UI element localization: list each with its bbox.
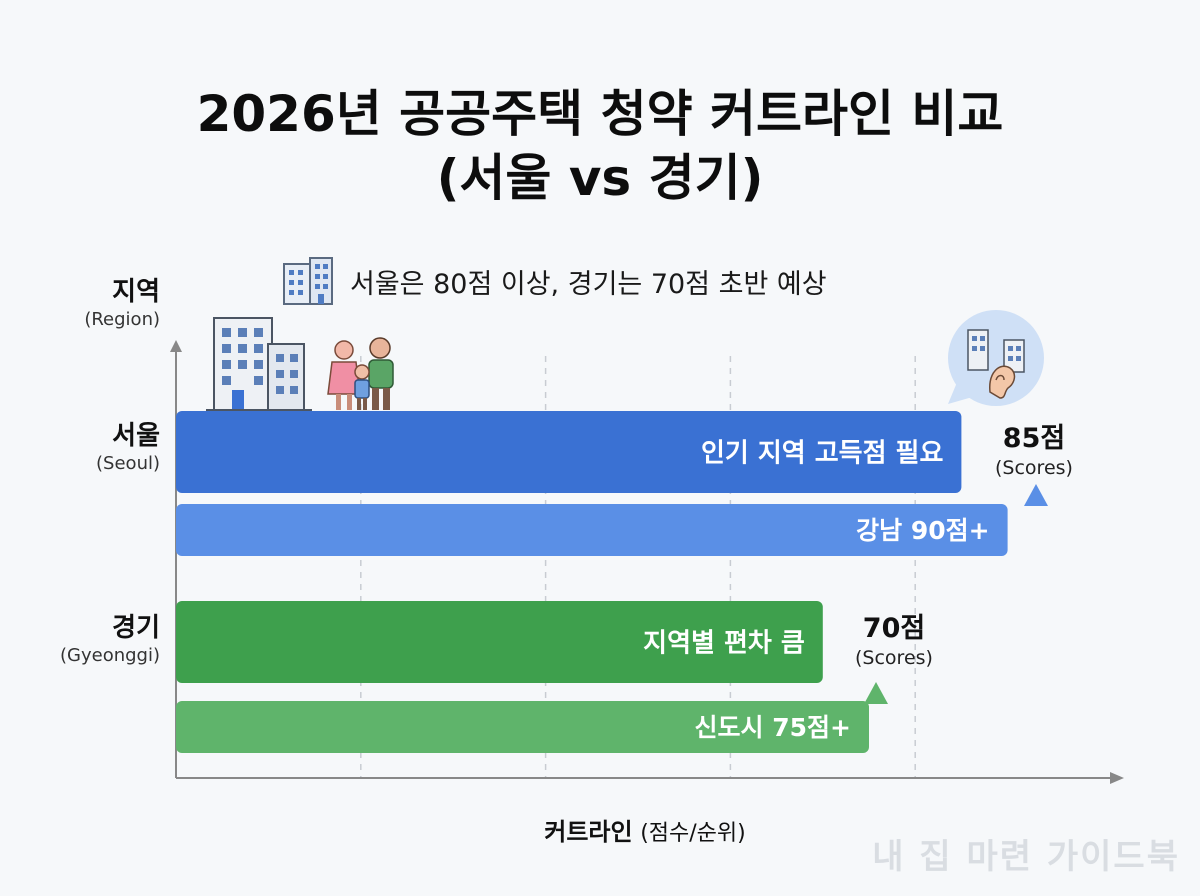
bar-rect bbox=[176, 701, 869, 753]
category-gyeonggi-ko: 경기 bbox=[112, 613, 160, 643]
chart-title: 2026년 공공주택 청약 커트라인 비교 (서울 vs 경기) bbox=[0, 82, 1200, 210]
category-label-seoul: 서울 (Seoul) bbox=[10, 420, 160, 476]
callout-gyeonggi: 70점 (Scores) bbox=[844, 612, 944, 670]
bar-label: 지역별 편차 큼 bbox=[643, 628, 805, 658]
building-icon bbox=[283, 257, 333, 305]
y-axis-arrow bbox=[170, 340, 182, 352]
callout-arrow-1 bbox=[1024, 484, 1048, 506]
bar-2: 강남 90점+ bbox=[176, 504, 1008, 556]
category-label-gyeonggi: 경기 (Gyeonggi) bbox=[10, 612, 160, 668]
bar-label: 강남 90점+ bbox=[856, 516, 989, 545]
callout-gyeonggi-value: 70점 bbox=[862, 613, 926, 644]
x-axis-title: 커트라인 (점수/순위) bbox=[0, 812, 1200, 847]
callout-arrows bbox=[864, 484, 1048, 704]
family-icon bbox=[327, 337, 394, 410]
bar-label: 신도시 75점+ bbox=[695, 713, 851, 742]
category-seoul-ko: 서울 bbox=[112, 421, 160, 451]
title-line-2: (서울 vs 경기) bbox=[436, 149, 764, 207]
x-axis-title-bold: 커트라인 bbox=[544, 818, 633, 846]
bar-3: 지역별 편차 큼 bbox=[176, 601, 823, 683]
bar-rect bbox=[176, 504, 1008, 556]
bar-rect bbox=[176, 411, 962, 493]
callout-seoul-value: 85점 bbox=[1002, 423, 1066, 454]
watermark: 내 집 마련 가이드북 bbox=[872, 837, 1180, 877]
x-axis-arrow bbox=[1110, 772, 1124, 784]
category-seoul-en: (Seoul) bbox=[96, 453, 160, 474]
y-axis-title: 지역 (Region) bbox=[10, 276, 160, 332]
subtitle-row: 서울은 80점 이상, 경기는 70점 초반 예상 bbox=[280, 256, 827, 306]
callout-arrow-2 bbox=[864, 682, 888, 704]
callout-seoul: 85점 (Scores) bbox=[984, 422, 1084, 480]
title-line-1: 2026년 공공주택 청약 커트라인 비교 bbox=[196, 85, 1004, 143]
bar-label: 인기 지역 고득점 필요 bbox=[701, 438, 944, 468]
subtitle: 서울은 80점 이상, 경기는 70점 초반 예상 bbox=[350, 268, 827, 300]
city-hearing-icon bbox=[948, 310, 1044, 406]
bar-1: 인기 지역 고득점 필요 bbox=[176, 411, 962, 493]
bar-rect bbox=[176, 601, 823, 683]
category-gyeonggi-en: (Gyeonggi) bbox=[60, 645, 160, 666]
x-axis-title-rest: (점수/순위) bbox=[640, 821, 746, 846]
y-axis-title-ko: 지역 bbox=[112, 277, 160, 307]
bar-4: 신도시 75점+ bbox=[176, 701, 869, 753]
callout-gyeonggi-unit: (Scores) bbox=[855, 647, 933, 669]
seoul-building-icon bbox=[206, 317, 312, 411]
y-axis-title-en: (Region) bbox=[84, 309, 160, 330]
callout-seoul-unit: (Scores) bbox=[995, 457, 1073, 479]
